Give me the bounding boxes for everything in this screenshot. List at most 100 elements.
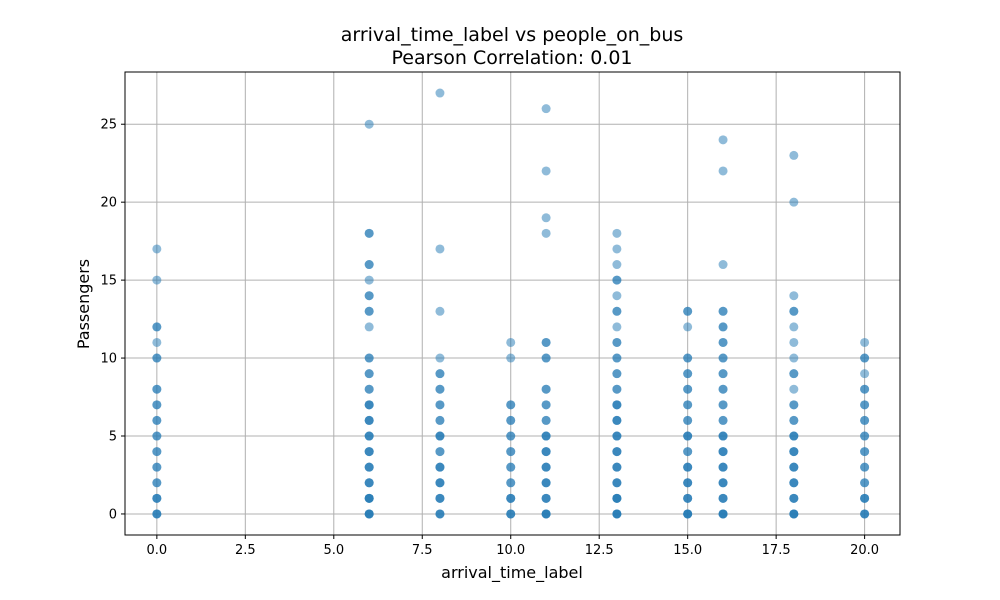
x-tick-label: 17.5 — [762, 543, 791, 558]
x-axis-ticks: 0.0 2.5 5.0 7.5 10.0 12.5 15.0 17.5 20.0 — [147, 535, 879, 558]
data-point — [364, 509, 374, 519]
y-tick-label: 20 — [100, 196, 117, 211]
data-point — [683, 493, 693, 503]
data-point — [435, 353, 445, 363]
data-point — [718, 431, 728, 441]
data-point — [612, 509, 622, 519]
x-axis-label: arrival_time_label — [441, 563, 583, 583]
data-point — [860, 415, 870, 425]
data-point — [612, 369, 622, 379]
data-point — [152, 447, 162, 457]
y-tick-label: 10 — [100, 352, 117, 367]
data-point — [683, 384, 693, 394]
data-point — [364, 400, 374, 410]
data-point — [789, 493, 799, 503]
data-point — [541, 431, 551, 441]
data-point — [506, 447, 516, 457]
data-point — [789, 197, 799, 207]
data-point — [435, 447, 445, 457]
data-point — [789, 415, 799, 425]
data-point — [435, 384, 445, 394]
data-point — [364, 369, 374, 379]
data-point — [612, 353, 622, 363]
data-point — [718, 478, 728, 488]
data-point — [364, 415, 374, 425]
data-point — [860, 353, 870, 363]
data-point — [364, 447, 374, 457]
data-point — [718, 260, 728, 270]
data-point — [435, 415, 445, 425]
data-point — [612, 228, 622, 238]
chart-subtitle: Pearson Correlation: 0.01 — [391, 47, 632, 69]
data-point — [506, 478, 516, 488]
data-point — [860, 369, 870, 379]
data-point — [506, 400, 516, 410]
data-point — [718, 447, 728, 457]
data-points — [152, 88, 870, 519]
data-point — [612, 306, 622, 316]
data-point — [152, 462, 162, 472]
data-point — [506, 353, 516, 363]
data-point — [612, 462, 622, 472]
data-point — [683, 415, 693, 425]
data-point — [364, 260, 374, 270]
data-point — [789, 447, 799, 457]
data-point — [541, 213, 551, 223]
data-point — [152, 353, 162, 363]
data-point — [860, 400, 870, 410]
data-point — [541, 400, 551, 410]
data-point — [789, 400, 799, 410]
data-point — [541, 384, 551, 394]
data-point — [612, 400, 622, 410]
x-tick-label: 20.0 — [850, 543, 879, 558]
data-point — [718, 493, 728, 503]
data-point — [683, 369, 693, 379]
data-point — [152, 275, 162, 285]
data-point — [860, 509, 870, 519]
data-point — [541, 509, 551, 519]
data-point — [683, 478, 693, 488]
data-point — [718, 462, 728, 472]
y-axis-label: Passengers — [74, 259, 93, 349]
data-point — [718, 135, 728, 145]
data-point — [506, 337, 516, 347]
data-point — [612, 478, 622, 488]
data-point — [789, 509, 799, 519]
data-point — [789, 478, 799, 488]
data-point — [364, 462, 374, 472]
data-point — [435, 244, 445, 254]
data-point — [364, 478, 374, 488]
data-point — [683, 447, 693, 457]
data-point — [541, 415, 551, 425]
y-axis-ticks: 0 5 10 15 20 25 — [100, 118, 125, 522]
data-point — [364, 353, 374, 363]
data-point — [683, 306, 693, 316]
data-point — [541, 337, 551, 347]
data-point — [612, 493, 622, 503]
data-point — [683, 462, 693, 472]
data-point — [152, 322, 162, 332]
data-point — [541, 478, 551, 488]
data-point — [789, 322, 799, 332]
data-point — [506, 462, 516, 472]
data-point — [152, 431, 162, 441]
x-tick-label: 12.5 — [585, 543, 614, 558]
data-point — [506, 431, 516, 441]
data-point — [364, 384, 374, 394]
data-point — [435, 88, 445, 98]
data-point — [435, 509, 445, 519]
data-point — [364, 119, 374, 129]
data-point — [718, 509, 728, 519]
data-point — [152, 478, 162, 488]
data-point — [152, 337, 162, 347]
data-point — [506, 509, 516, 519]
data-point — [860, 384, 870, 394]
data-point — [541, 104, 551, 114]
x-tick-label: 7.5 — [412, 543, 433, 558]
data-point — [860, 431, 870, 441]
data-point — [718, 166, 728, 176]
data-point — [718, 400, 728, 410]
data-point — [612, 447, 622, 457]
